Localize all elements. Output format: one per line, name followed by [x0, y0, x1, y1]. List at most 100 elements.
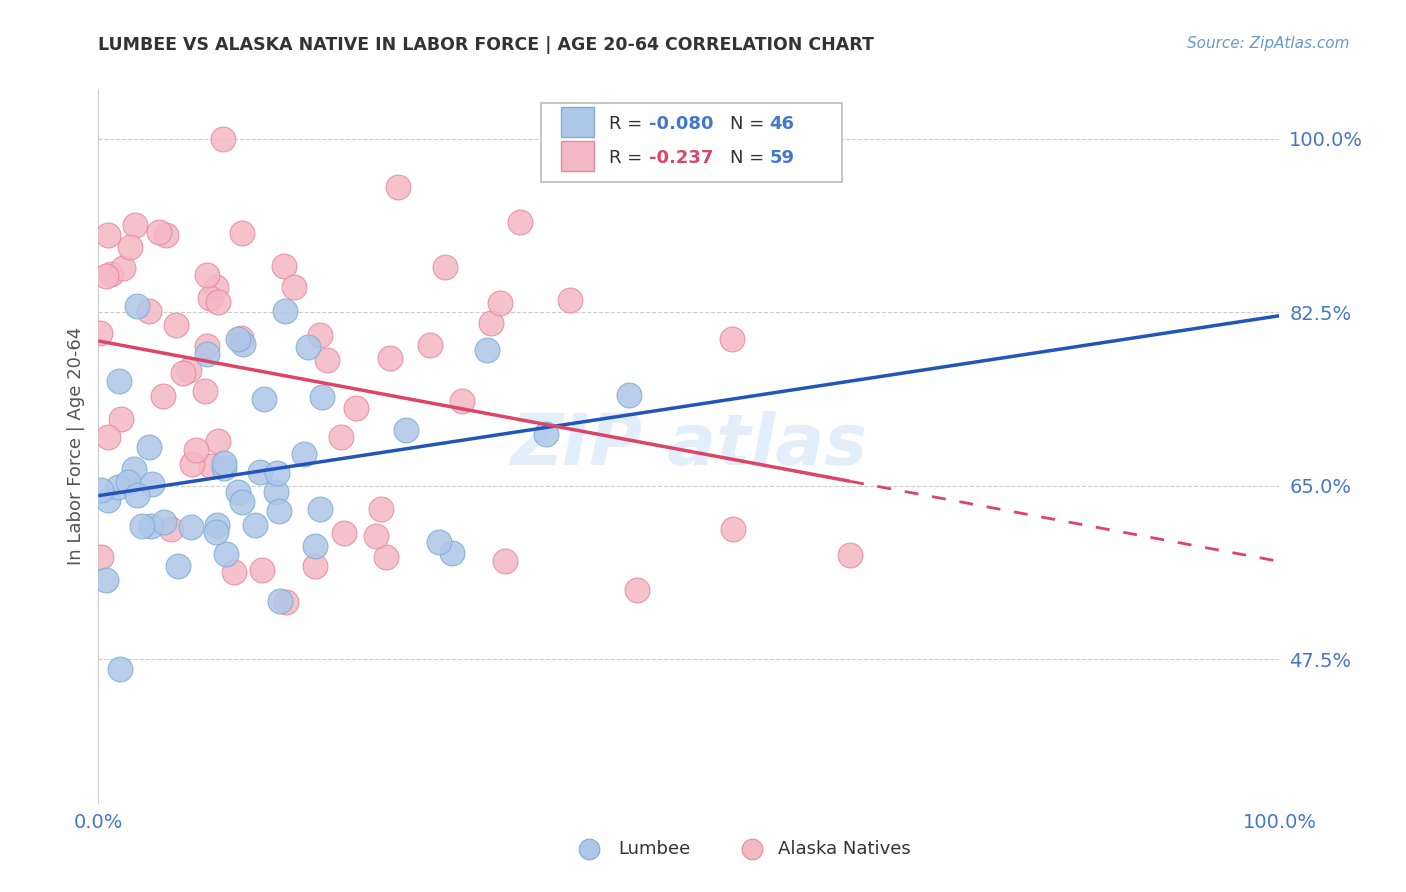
Point: [378, 351, 401, 366]
Point: [120, 239, 142, 253]
Text: ZIP atlas: ZIP atlas: [510, 411, 868, 481]
Point: [207, 517, 229, 532]
Point: [231, 226, 253, 240]
Point: [214, 547, 236, 561]
Point: [232, 337, 254, 351]
Point: [721, 522, 744, 536]
Point: [172, 366, 194, 380]
Point: [200, 459, 222, 474]
Point: [211, 132, 233, 146]
Text: R =: R =: [609, 150, 648, 168]
Point: [253, 392, 276, 406]
Point: [228, 332, 250, 346]
Point: [124, 461, 146, 475]
Point: [207, 295, 229, 310]
Point: [427, 534, 450, 549]
Point: [180, 458, 202, 472]
Point: [558, 293, 581, 307]
Point: [152, 516, 174, 530]
Point: [309, 501, 332, 516]
Point: [138, 303, 160, 318]
Point: [721, 332, 744, 346]
Point: [374, 549, 396, 564]
Point: [494, 554, 516, 568]
Point: [207, 434, 229, 449]
Point: [229, 331, 252, 345]
Text: N =: N =: [730, 150, 770, 168]
Point: [366, 529, 388, 543]
Point: [94, 573, 117, 587]
Text: Source: ZipAtlas.com: Source: ZipAtlas.com: [1187, 36, 1350, 51]
Point: [198, 292, 221, 306]
FancyBboxPatch shape: [541, 103, 842, 182]
Point: [131, 519, 153, 533]
Point: [489, 296, 512, 310]
Text: -0.080: -0.080: [648, 115, 713, 133]
Point: [292, 447, 315, 461]
Point: [617, 387, 640, 401]
Point: [195, 347, 218, 361]
Point: [479, 317, 502, 331]
Point: [626, 583, 648, 598]
Point: [110, 412, 132, 426]
Point: [97, 492, 120, 507]
Point: [440, 546, 463, 560]
Point: [108, 374, 131, 388]
Point: [127, 488, 149, 502]
Point: [304, 539, 326, 553]
Point: [243, 518, 266, 533]
Text: Lumbee: Lumbee: [619, 840, 690, 858]
Point: [108, 662, 131, 676]
Point: [94, 269, 117, 284]
Point: [97, 430, 120, 444]
Point: [100, 267, 122, 281]
Text: -0.237: -0.237: [648, 150, 713, 168]
Point: [180, 520, 202, 534]
FancyBboxPatch shape: [561, 107, 595, 137]
Point: [138, 440, 160, 454]
Point: [117, 475, 139, 489]
Point: [250, 563, 273, 577]
Point: [89, 326, 111, 340]
Point: [177, 363, 200, 377]
Point: [184, 443, 207, 458]
Point: [194, 384, 217, 398]
Point: [273, 259, 295, 273]
Text: 46: 46: [769, 115, 794, 133]
Text: R =: R =: [609, 115, 648, 133]
Point: [387, 179, 409, 194]
Point: [269, 593, 291, 607]
Point: [112, 261, 135, 276]
Point: [160, 522, 183, 536]
Point: [155, 228, 177, 243]
Point: [141, 477, 163, 491]
Point: [107, 480, 129, 494]
Point: [283, 279, 305, 293]
Point: [222, 565, 245, 579]
Point: [346, 401, 368, 415]
Point: [152, 389, 174, 403]
Text: LUMBEE VS ALASKA NATIVE IN LABOR FORCE | AGE 20-64 CORRELATION CHART: LUMBEE VS ALASKA NATIVE IN LABOR FORCE |…: [98, 36, 875, 54]
Point: [204, 524, 226, 539]
Point: [249, 465, 271, 479]
Point: [330, 430, 353, 444]
Point: [139, 519, 162, 533]
Point: [534, 427, 557, 442]
Point: [434, 260, 457, 274]
Point: [839, 548, 862, 562]
Text: 59: 59: [769, 150, 794, 168]
Point: [226, 485, 249, 500]
Point: [266, 466, 288, 480]
Point: [212, 460, 235, 475]
Point: [148, 225, 170, 239]
Point: [166, 559, 188, 574]
Point: [97, 227, 120, 242]
Point: [370, 501, 392, 516]
Point: [124, 219, 146, 233]
Point: [269, 503, 291, 517]
Point: [395, 423, 418, 437]
Point: [309, 327, 332, 342]
FancyBboxPatch shape: [561, 141, 595, 171]
Point: [475, 343, 498, 358]
Point: [297, 340, 319, 354]
